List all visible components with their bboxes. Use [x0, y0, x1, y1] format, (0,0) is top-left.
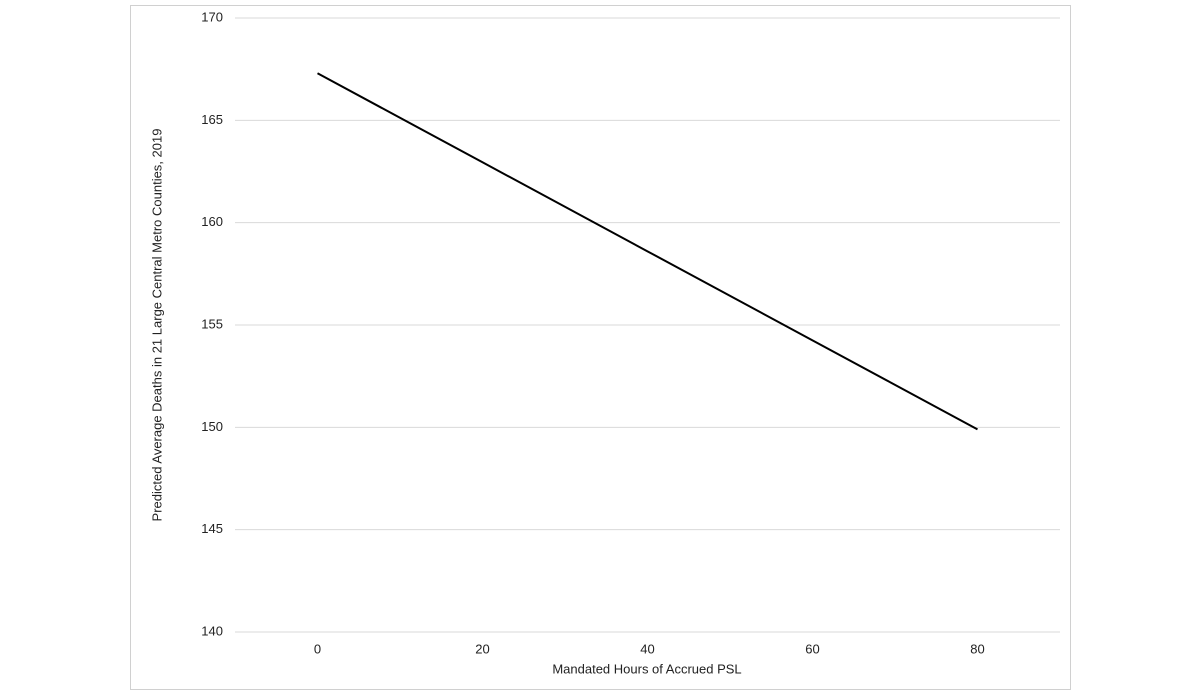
y-tick-label: 140 [201, 623, 223, 638]
x-axis-title: Mandated Hours of Accrued PSL [552, 661, 741, 676]
x-tick-label: 60 [805, 641, 819, 656]
x-tick-label: 20 [475, 641, 489, 656]
y-axis-title: Predicted Average Deaths in 21 Large Cen… [149, 129, 164, 522]
y-tick-label: 170 [201, 9, 223, 24]
line-series [317, 72, 978, 431]
y-tick-label: 160 [201, 214, 223, 229]
chart-frame [130, 5, 1071, 690]
x-tick-label: 80 [970, 641, 984, 656]
y-tick-label: 145 [201, 521, 223, 536]
y-tick-label: 155 [201, 316, 223, 331]
y-tick-label: 165 [201, 112, 223, 127]
x-tick-label: 0 [314, 641, 321, 656]
x-tick-label: 40 [640, 641, 654, 656]
y-tick-label: 150 [201, 419, 223, 434]
